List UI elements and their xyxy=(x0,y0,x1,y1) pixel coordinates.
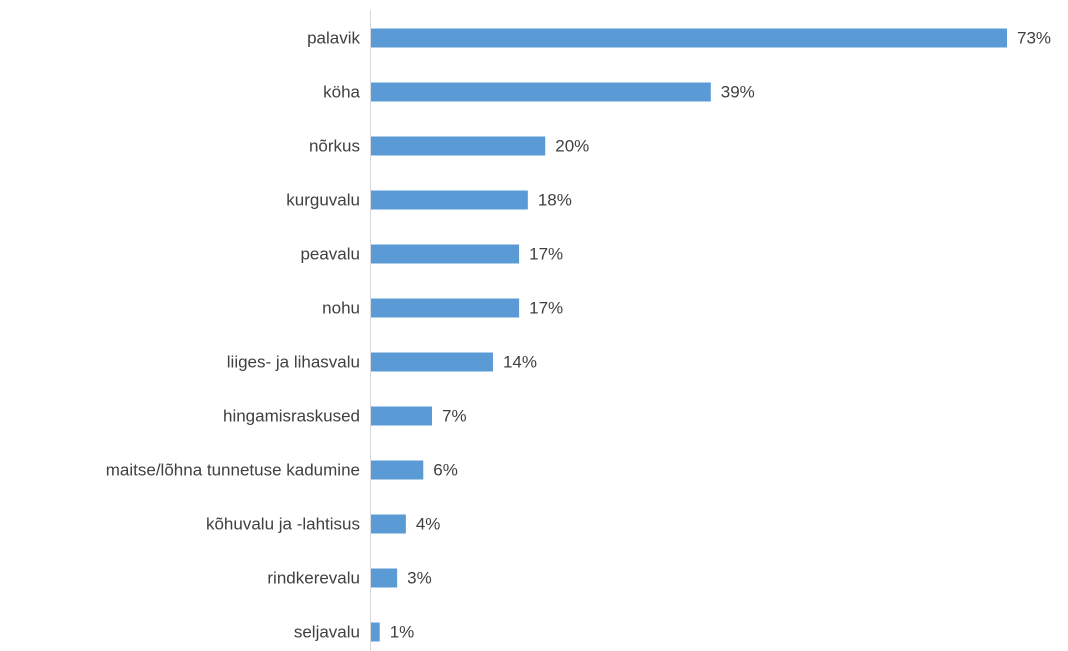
data-label: 39% xyxy=(721,82,755,101)
category-label: palavik xyxy=(307,28,360,47)
bar xyxy=(371,514,406,534)
category-label: liiges- ja lihasvalu xyxy=(227,352,360,371)
category-label: seljavalu xyxy=(294,622,360,641)
category-label: maitse/lõhna tunnetuse kadumine xyxy=(106,460,360,479)
category-label: hingamisraskused xyxy=(223,406,360,425)
category-label: peavalu xyxy=(300,244,360,263)
bar xyxy=(371,568,398,588)
data-label: 17% xyxy=(529,244,563,263)
data-label: 7% xyxy=(442,406,467,425)
data-label: 4% xyxy=(416,514,441,533)
bar xyxy=(371,28,1007,48)
data-label: 20% xyxy=(555,136,589,155)
category-label: nõrkus xyxy=(309,136,360,155)
bar xyxy=(371,622,380,642)
bar xyxy=(371,190,528,210)
bar xyxy=(371,244,520,264)
data-label: 3% xyxy=(407,568,432,587)
data-label: 6% xyxy=(433,460,458,479)
category-label: köha xyxy=(323,82,360,101)
bar xyxy=(371,406,432,426)
bar xyxy=(371,352,493,372)
data-label: 18% xyxy=(538,190,572,209)
category-label: rindkerevalu xyxy=(267,568,360,587)
data-label: 14% xyxy=(503,352,537,371)
data-label: 73% xyxy=(1017,28,1051,47)
category-label: kõhuvalu ja -lahtisus xyxy=(206,514,360,533)
category-label: nohu xyxy=(322,298,360,317)
bar xyxy=(371,82,711,102)
bar xyxy=(371,136,546,156)
bar xyxy=(371,460,424,480)
data-label: 1% xyxy=(390,622,415,641)
bar xyxy=(371,298,520,318)
data-label: 17% xyxy=(529,298,563,317)
category-label: kurguvalu xyxy=(286,190,360,209)
